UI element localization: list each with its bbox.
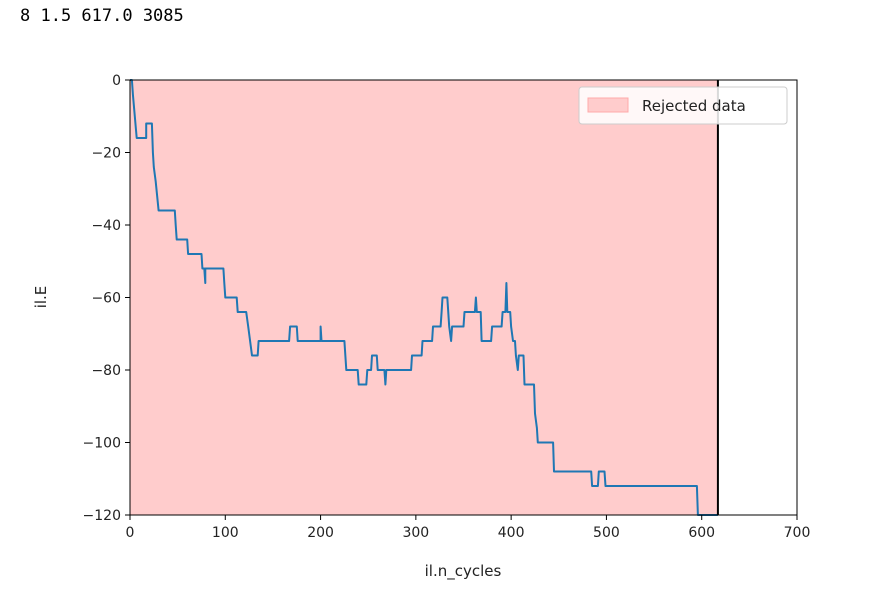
x-tick-label: 700 bbox=[784, 525, 811, 541]
x-tick-label: 400 bbox=[498, 525, 525, 541]
y-tick-label: −20 bbox=[91, 146, 121, 162]
legend-swatch bbox=[587, 97, 629, 113]
y-tick-label: −100 bbox=[83, 436, 121, 452]
x-tick-label: 300 bbox=[402, 525, 429, 541]
x-tick-label: 100 bbox=[212, 525, 239, 541]
x-axis-label: il.n_cycles bbox=[425, 562, 502, 581]
x-tick-label: 0 bbox=[126, 525, 135, 541]
cell-output-text: 8 1.5 617.0 3085 bbox=[20, 6, 184, 26]
rejected-span bbox=[130, 80, 718, 515]
x-tick-label: 600 bbox=[688, 525, 715, 541]
x-tick-label: 200 bbox=[307, 525, 334, 541]
series-line bbox=[130, 79, 718, 516]
y-tick-label: 0 bbox=[112, 73, 121, 89]
y-tick-label: −60 bbox=[91, 291, 121, 307]
legend: Rejected data bbox=[578, 86, 788, 125]
y-axis-label: il.E bbox=[32, 286, 50, 309]
x-tick-label: 500 bbox=[593, 525, 620, 541]
y-tick-label: −80 bbox=[91, 363, 121, 379]
legend-label: Rejected data bbox=[642, 97, 746, 115]
y-tick-label: −40 bbox=[91, 218, 121, 234]
y-tick-label: −120 bbox=[83, 508, 121, 524]
legend-frame bbox=[578, 86, 788, 125]
